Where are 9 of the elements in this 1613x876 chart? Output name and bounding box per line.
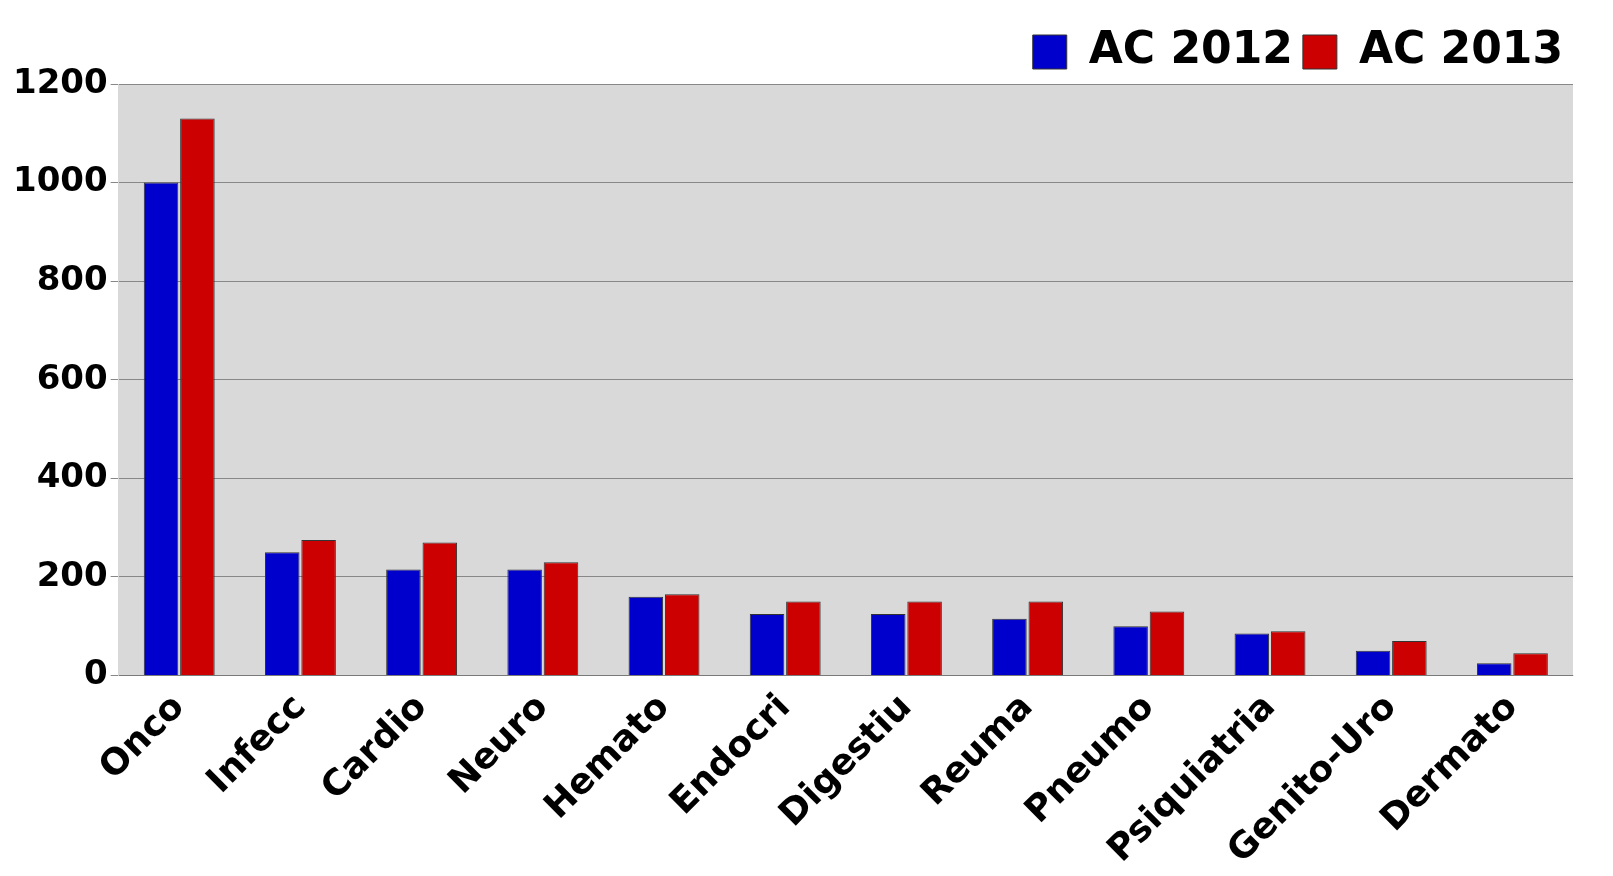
y-tick-label: 200 <box>36 553 108 594</box>
y-tick-label: 1200 <box>12 60 108 101</box>
legend-label: AC 2013 <box>1358 22 1563 74</box>
y-tick-label: 800 <box>36 258 108 298</box>
y-tick-label: 1000 <box>12 159 108 200</box>
y-tick-label: 400 <box>36 455 108 496</box>
y-tick-label: 600 <box>36 356 108 397</box>
legend-label: AC 2012 <box>1088 22 1293 74</box>
y-tick-label: 0 <box>83 652 108 693</box>
